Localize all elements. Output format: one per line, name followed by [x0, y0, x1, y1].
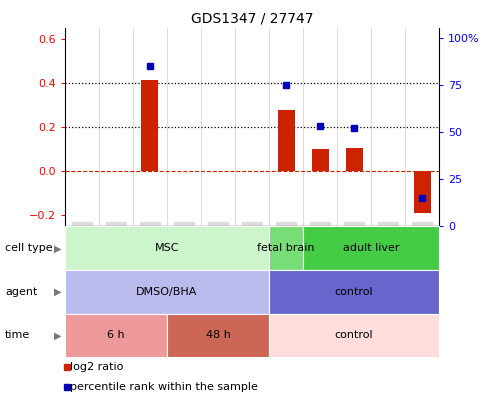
Text: cell type: cell type	[5, 243, 52, 253]
Bar	[141, 80, 159, 171]
Text: control: control	[335, 330, 373, 341]
Bar	[65, 270, 269, 314]
Bar	[277, 110, 294, 171]
Text: percentile rank within the sample: percentile rank within the sample	[70, 382, 258, 392]
Text: 6 h: 6 h	[107, 330, 125, 341]
Bar	[269, 314, 439, 357]
Bar	[414, 171, 431, 213]
Text: 48 h: 48 h	[206, 330, 231, 341]
Bar	[65, 314, 167, 357]
Text: DMSO/BHA: DMSO/BHA	[136, 287, 198, 297]
Bar	[269, 270, 439, 314]
Bar	[303, 226, 439, 270]
Text: adult liver: adult liver	[343, 243, 399, 253]
Text: control: control	[335, 287, 373, 297]
Bar	[65, 226, 269, 270]
Bar	[311, 149, 328, 171]
Bar	[167, 314, 269, 357]
Title: GDS1347 / 27747: GDS1347 / 27747	[191, 12, 313, 26]
Text: time: time	[5, 330, 30, 341]
Text: log2 ratio: log2 ratio	[70, 362, 123, 372]
Text: fetal brain: fetal brain	[257, 243, 315, 253]
Text: MSC: MSC	[155, 243, 179, 253]
Bar	[269, 226, 303, 270]
Text: agent: agent	[5, 287, 37, 297]
Text: ▶: ▶	[53, 243, 61, 253]
Text: ▶: ▶	[53, 287, 61, 297]
Text: ▶: ▶	[53, 330, 61, 341]
Bar	[345, 148, 363, 171]
